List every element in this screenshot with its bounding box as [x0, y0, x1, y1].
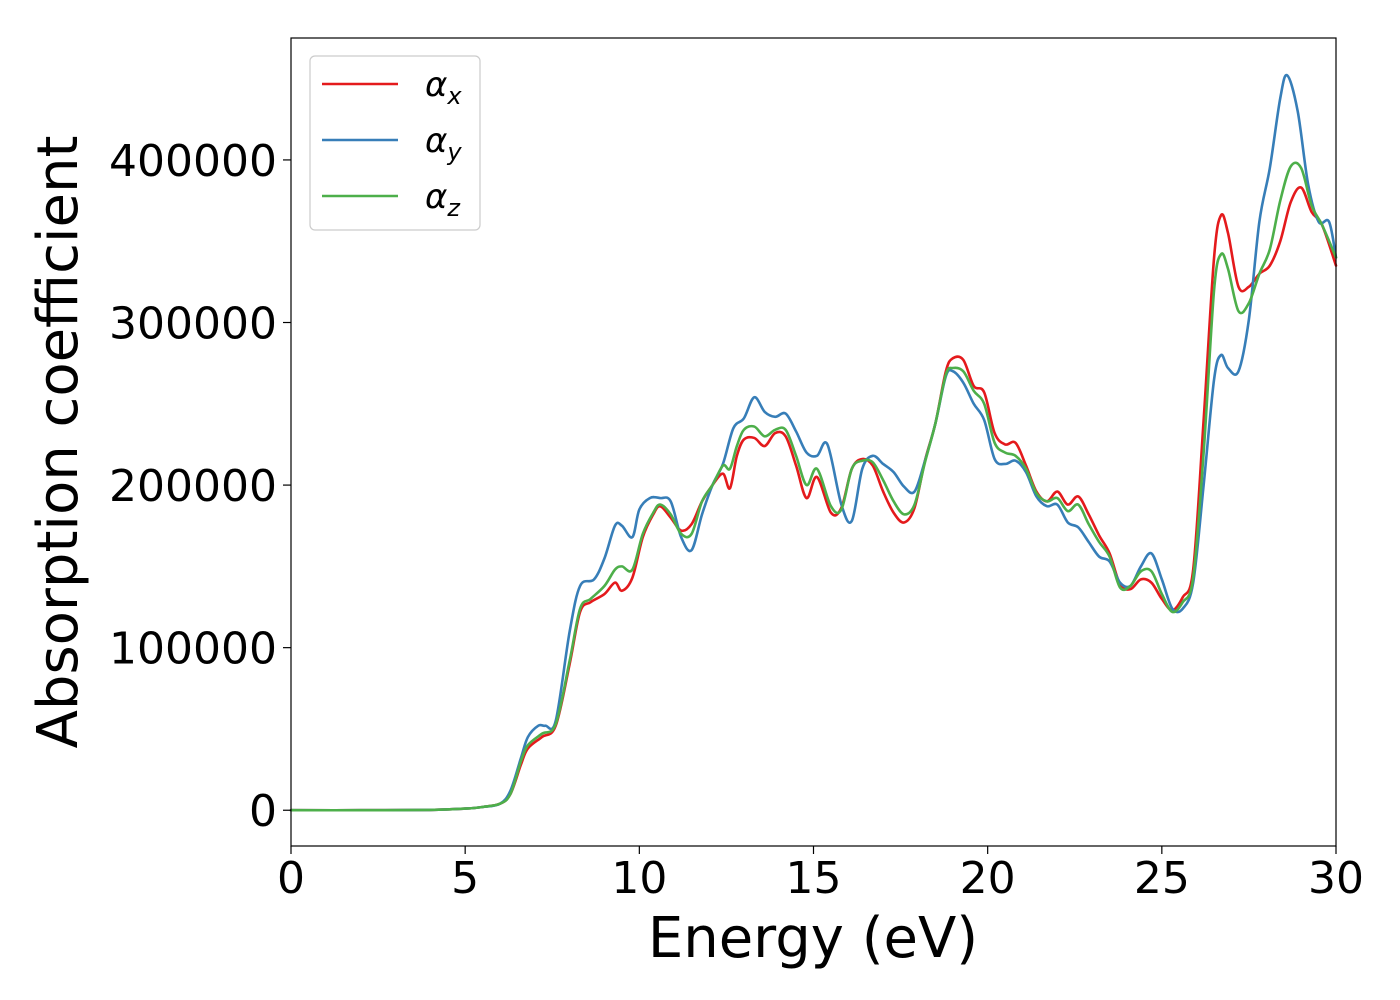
legend-box: [309, 55, 481, 231]
x-tick-label: 10: [611, 853, 667, 904]
legend-label-x: αx: [425, 65, 462, 110]
y-axis-label: Absorption coefficient: [26, 136, 91, 749]
y-tick-label: 400000: [109, 136, 277, 187]
x-axis: 0 5 10 15 20 25 30: [277, 846, 1364, 904]
x-axis-label: Energy (eV): [648, 906, 978, 971]
x-tick-label: 20: [960, 853, 1016, 904]
y-tick-label: 300000: [109, 299, 277, 350]
x-tick-label: 0: [277, 853, 305, 904]
series-line-z: [289, 161, 1338, 812]
x-tick-label: 5: [451, 853, 479, 904]
x-tick-label: 25: [1134, 853, 1190, 904]
x-tick-label: 15: [786, 853, 842, 904]
series-layer: [289, 73, 1338, 812]
x-tick-label: 30: [1308, 853, 1364, 904]
legend: αx αy αz: [309, 55, 481, 231]
legend-label-z: αz: [425, 177, 461, 222]
y-tick-label: 200000: [109, 461, 277, 512]
y-tick-label: 100000: [109, 624, 277, 675]
legend-label-y: αy: [425, 121, 462, 166]
y-tick-label: 0: [249, 786, 277, 837]
y-axis: 0 100000 200000 300000 400000: [109, 136, 291, 837]
series-line-y: [289, 73, 1338, 812]
